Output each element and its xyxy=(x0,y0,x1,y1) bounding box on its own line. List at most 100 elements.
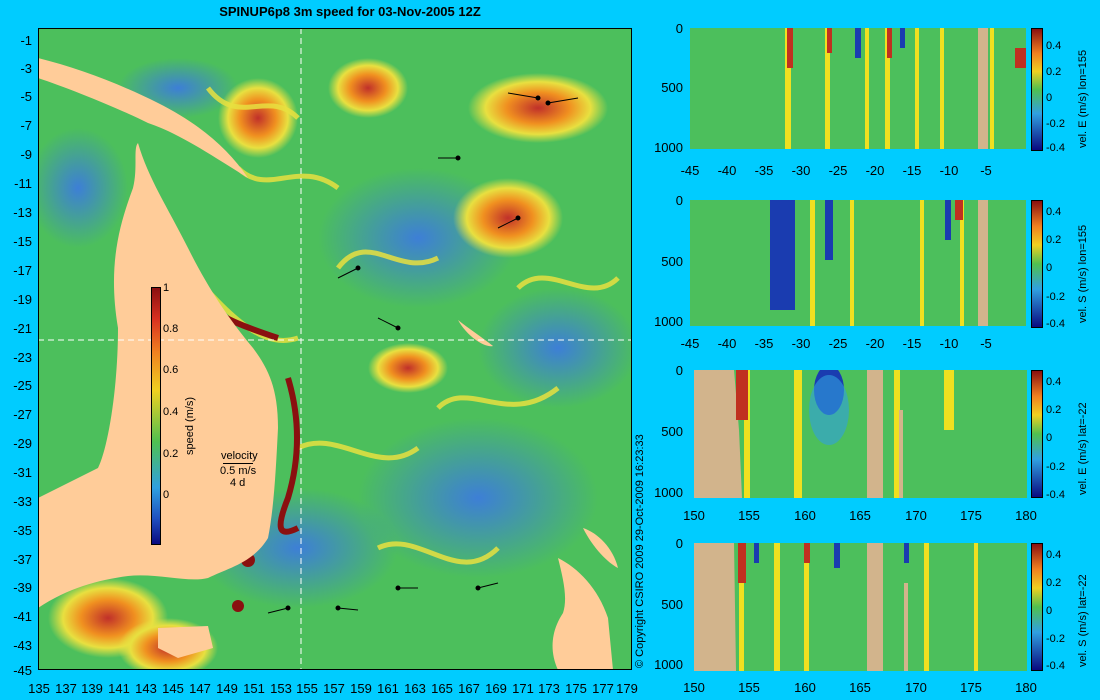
lat-tick: -43 xyxy=(13,638,32,653)
new-zealand-north xyxy=(583,528,618,568)
panel-2-ytick: 1000 xyxy=(654,314,683,329)
velocity-key-arrow-icon xyxy=(223,463,253,464)
lat-tick: -31 xyxy=(13,465,32,480)
speed-colorbar xyxy=(151,287,161,545)
panel-2-cb-tick: -0.2 xyxy=(1046,291,1065,303)
panel-4-xtick: 150 xyxy=(683,680,705,695)
panel-4-xtick: 165 xyxy=(849,680,871,695)
lat-tick: -35 xyxy=(13,523,32,538)
panel-3-colorbar xyxy=(1031,370,1043,498)
panel-2-cb-tick: 0.2 xyxy=(1046,234,1062,246)
lat-tick: -33 xyxy=(13,494,32,509)
panel-2-cb-tick: -0.4 xyxy=(1046,318,1065,330)
lat-tick: -29 xyxy=(13,436,32,451)
panel-3-cb-tick: 0.4 xyxy=(1046,376,1062,388)
lon-tick: 171 xyxy=(512,681,534,696)
panel-1-cb-tick: -0.2 xyxy=(1046,118,1065,130)
lat-tick: -13 xyxy=(13,205,32,220)
lon-tick: 165 xyxy=(431,681,453,696)
panel-3-xtick: 175 xyxy=(960,508,982,523)
lat-tick: -3 xyxy=(20,61,32,76)
speed-map xyxy=(28,28,638,678)
panel-3-ytick: 1000 xyxy=(654,485,683,500)
lon-tick: 167 xyxy=(458,681,480,696)
panel-1-xtick: -15 xyxy=(902,163,922,178)
lon-tick: 161 xyxy=(377,681,399,696)
lat-tick: -45 xyxy=(13,663,32,678)
lon-tick: 143 xyxy=(135,681,157,696)
lat-tick: -21 xyxy=(13,321,32,336)
panel-2-xtick: -5 xyxy=(980,336,992,351)
lon-tick: 163 xyxy=(404,681,426,696)
new-caledonia-land xyxy=(458,320,493,347)
copyright-text: © Copyright CSIRO 2009 29-Oct-2009 16:23… xyxy=(634,434,646,668)
panel-1-xtick: -5 xyxy=(980,163,992,178)
lat-tick: -5 xyxy=(20,89,32,104)
panel-3-xtick: 155 xyxy=(738,508,760,523)
velocity-key-time: 4 d xyxy=(230,477,246,489)
panel-3-ylabel: vel. E (m/s) lat=-22 xyxy=(1077,402,1089,495)
lon-tick: 139 xyxy=(81,681,103,696)
panel-4-ytick: 0 xyxy=(675,536,683,551)
lat-tick: -23 xyxy=(13,350,32,365)
panel-1-xtick: -10 xyxy=(939,163,959,178)
new-guinea-land xyxy=(38,58,248,178)
panel-1-xtick: -40 xyxy=(717,163,737,178)
panel-2-cb-tick: 0.4 xyxy=(1046,206,1062,218)
panel-4-ytick: 1000 xyxy=(654,657,683,672)
panel-2-colorbar xyxy=(1031,200,1043,328)
tasmania-land xyxy=(158,626,213,658)
panel-1-xtick: -25 xyxy=(828,163,848,178)
panel-4-cb-tick: 0 xyxy=(1046,605,1053,617)
lat-tick: -11 xyxy=(14,176,32,191)
speed-cb-tick: 0.8 xyxy=(163,323,179,335)
panel-1-ytick: 1000 xyxy=(654,140,683,155)
panel-1-cb-tick: 0.2 xyxy=(1046,66,1062,78)
panel-1-xtick: -45 xyxy=(680,163,700,178)
lat-tick: -27 xyxy=(13,407,32,422)
panel-2-ytick: 500 xyxy=(661,254,683,269)
panel-1-xtick: -30 xyxy=(791,163,811,178)
lat-tick: -41 xyxy=(13,609,32,624)
panel-3-xtick: 180 xyxy=(1015,508,1037,523)
lon-tick: 151 xyxy=(243,681,265,696)
panel-4-xtick: 170 xyxy=(905,680,927,695)
speed-cb-tick: 1 xyxy=(163,282,170,294)
panel-3-ytick: 0 xyxy=(675,363,683,378)
panel-3-ytick: 500 xyxy=(661,424,683,439)
panel-1-cb-tick: 0.4 xyxy=(1046,40,1062,52)
panel-2-xtick: -25 xyxy=(828,336,848,351)
lon-tick: 169 xyxy=(485,681,507,696)
lon-tick: 173 xyxy=(538,681,560,696)
panel-1-ylabel: vel. E (m/s) lon=155 xyxy=(1077,49,1089,148)
panel-4-ylabel: vel. S (m/s) lat=-22 xyxy=(1077,574,1089,667)
velocity-key-title: velocity xyxy=(221,450,258,462)
panel-4-cb-tick: 0.4 xyxy=(1046,549,1062,561)
panel-1-cb-tick: 0 xyxy=(1046,92,1053,104)
lat-tick: -39 xyxy=(13,580,32,595)
panel-1-colorbar xyxy=(1031,28,1043,151)
lat-tick: -37 xyxy=(13,552,32,567)
lon-tick: 155 xyxy=(296,681,318,696)
panel-3-cb-tick: -0.2 xyxy=(1046,461,1065,473)
panel-2-xtick: -45 xyxy=(680,336,700,351)
lat-tick: -25 xyxy=(13,378,32,393)
lat-tick: -15 xyxy=(13,234,32,249)
panel-2-ylabel: vel. S (m/s) lon=155 xyxy=(1077,224,1089,323)
panel-2-xtick: -20 xyxy=(865,336,885,351)
panel-4-xtick: 155 xyxy=(738,680,760,695)
panel-1-ytick: 500 xyxy=(661,80,683,95)
speed-cb-tick: 0.6 xyxy=(163,364,179,376)
panel-3-cb-tick: -0.4 xyxy=(1046,489,1065,501)
speed-cb-tick: 0.2 xyxy=(163,448,179,460)
panel-4-colorbar xyxy=(1031,543,1043,671)
panel-4-xtick: 180 xyxy=(1015,680,1037,695)
panel-2-xtick: -30 xyxy=(791,336,811,351)
panel-1-ytick: 0 xyxy=(675,21,683,36)
panel-2-xtick: -40 xyxy=(717,336,737,351)
panel-3-xtick: 170 xyxy=(905,508,927,523)
panel-4-cb-tick: 0.2 xyxy=(1046,577,1062,589)
panel-3-xtick: 165 xyxy=(849,508,871,523)
lon-tick: 141 xyxy=(108,681,130,696)
lat-tick: -17 xyxy=(13,263,32,278)
